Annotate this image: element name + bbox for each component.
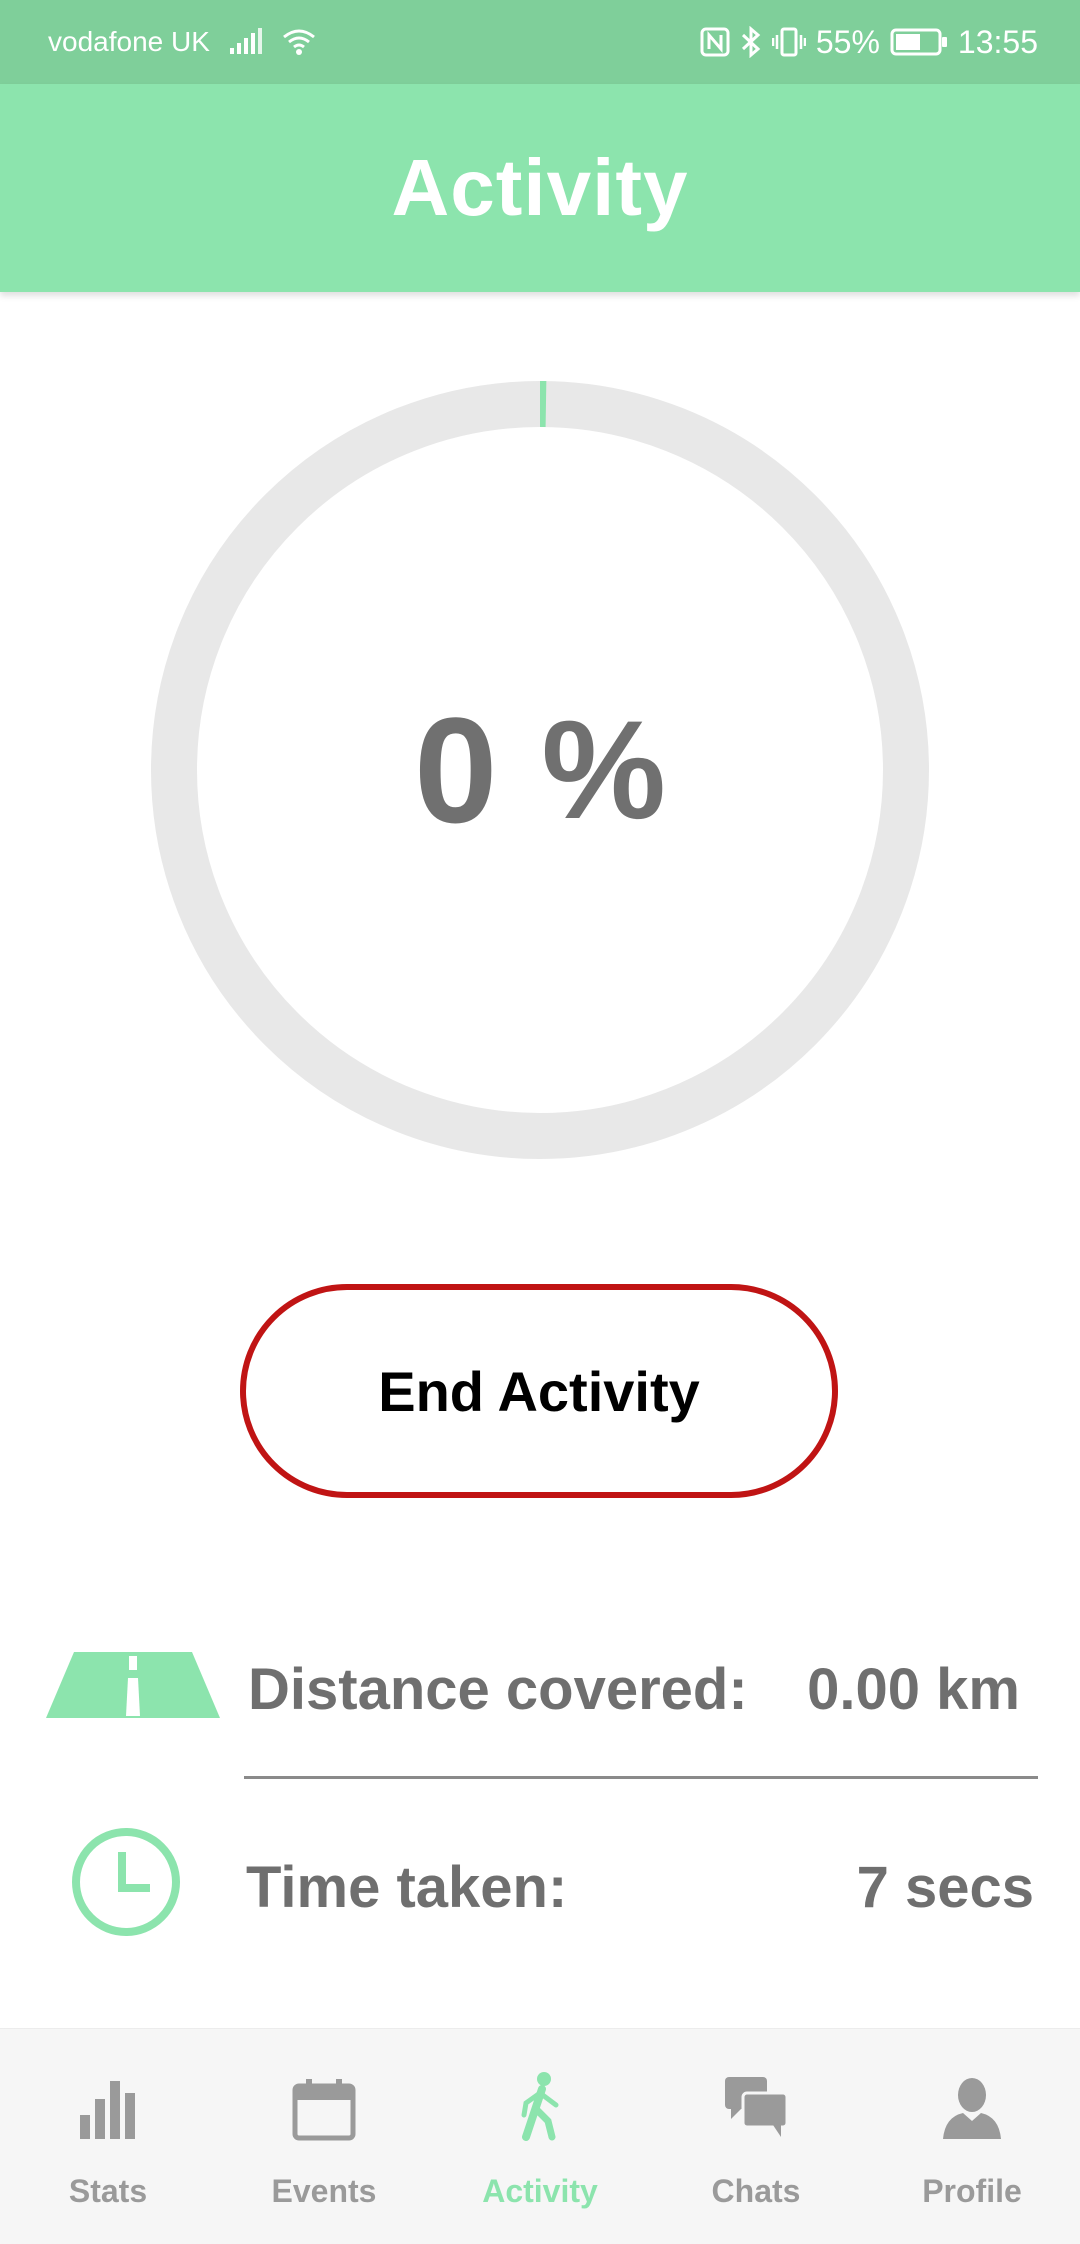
end-activity-button[interactable]: End Activity — [240, 1284, 838, 1498]
nav-stats-label: Stats — [68, 2173, 148, 2209]
nav-chats[interactable]: Chats — [648, 2029, 864, 2244]
vibrate-icon — [771, 26, 806, 58]
nav-stats[interactable]: Stats — [0, 2029, 216, 2244]
nav-activity-label: Activity — [482, 2173, 598, 2209]
progress-arc — [151, 381, 929, 1159]
status-bar: vodafone UK — [0, 0, 1080, 84]
time-row: Time taken: 7 secs — [0, 1812, 1080, 1952]
nav-events[interactable]: Events — [216, 2029, 432, 2244]
time-label: Time taken: — [246, 1855, 568, 1920]
page-title: Activity — [391, 143, 689, 232]
progress-number: 0 — [414, 685, 498, 854]
progress-readout: 0 % — [150, 380, 930, 1160]
nav-activity[interactable]: Activity — [432, 2029, 648, 2244]
nav-chats-label: Chats — [711, 2173, 801, 2209]
nav-profile[interactable]: Profile — [864, 2029, 1080, 2244]
progress-ring: 0 % — [150, 380, 930, 1160]
nav-profile-label: Profile — [922, 2173, 1022, 2209]
clock-icon — [70, 1826, 182, 1943]
battery-icon — [890, 27, 948, 57]
distance-value: 0.00 km — [807, 1657, 1020, 1722]
calendar-icon — [292, 2061, 356, 2141]
time-value: 7 secs — [856, 1855, 1034, 1920]
bar-chart-icon — [78, 2061, 138, 2141]
status-left: vodafone UK — [48, 26, 316, 58]
bluetooth-icon — [740, 26, 762, 58]
road-icon — [44, 1650, 222, 1725]
wifi-icon — [282, 28, 316, 56]
percent-symbol: % — [541, 691, 666, 848]
carrier-name: vodafone UK — [48, 26, 210, 57]
status-right: 55% 13:55 — [700, 24, 1038, 61]
app-header: Activity — [0, 84, 1080, 292]
stats-divider — [244, 1776, 1038, 1779]
end-activity-label: End Activity — [378, 1359, 700, 1423]
chat-bubbles-icon — [723, 2061, 789, 2141]
nav-events-label: Events — [271, 2173, 377, 2209]
clock-time: 13:55 — [957, 23, 1038, 60]
nfc-icon — [700, 27, 730, 57]
distance-label: Distance covered: — [248, 1657, 748, 1722]
person-icon — [941, 2061, 1003, 2141]
bottom-navigation: Stats Events — [0, 2028, 1080, 2244]
signal-icon — [228, 28, 264, 56]
walking-icon — [516, 2061, 564, 2141]
distance-row: Distance covered: 0.00 km — [0, 1616, 1080, 1756]
battery-percent: 55% — [815, 23, 880, 60]
